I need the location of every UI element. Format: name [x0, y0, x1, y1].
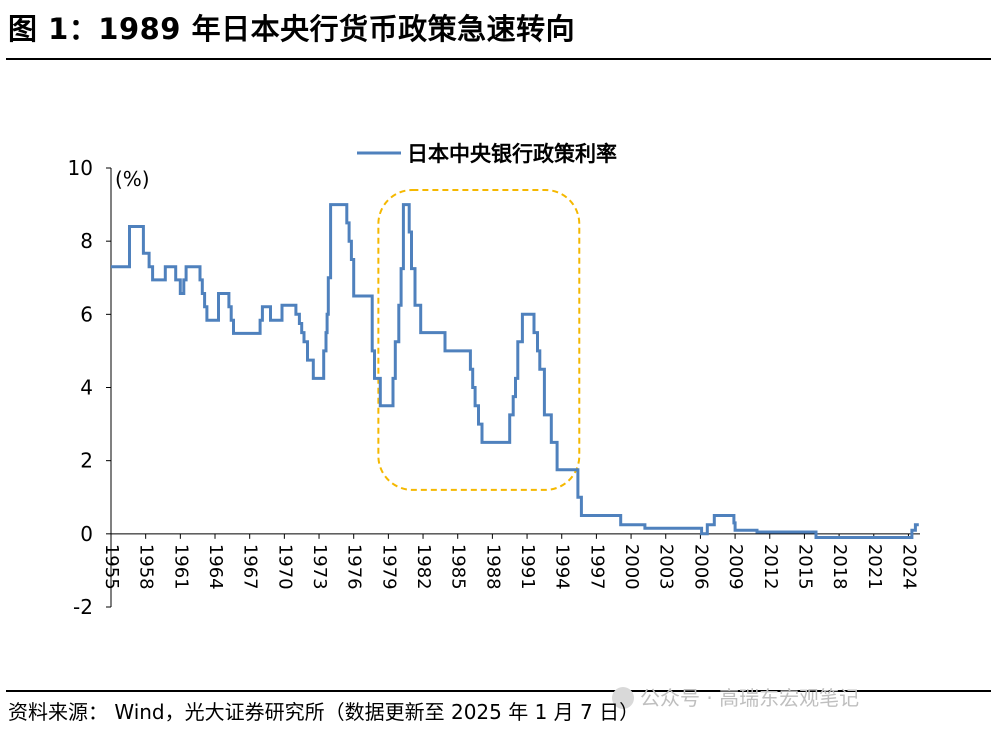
- highlight-box: [377, 188, 581, 491]
- y-tick-label: 10: [68, 156, 93, 180]
- x-tick-label: 1958: [136, 544, 157, 590]
- x-tick-label: 1967: [240, 544, 261, 590]
- x-tick-label: 1994: [552, 544, 573, 590]
- x-tick-label: 2015: [794, 544, 815, 590]
- x-tick-label: 1961: [170, 544, 191, 590]
- x-tick-label: 1979: [378, 544, 399, 590]
- legend-label: 日本中央银行政策利率: [407, 142, 617, 166]
- watermark-text: 公众号 · 高瑞东宏观笔记: [640, 686, 860, 710]
- y-tick-label: 2: [80, 449, 93, 473]
- watermark: 公众号 · 高瑞东宏观笔记: [612, 682, 859, 711]
- x-tick-label: 2000: [621, 544, 642, 590]
- wechat-icon: [612, 687, 634, 709]
- figure-title: 图 1：1989 年日本央行货币政策急速转向: [8, 12, 576, 46]
- y-tick-label: 8: [80, 229, 93, 253]
- y-tick-label: 6: [80, 302, 93, 326]
- x-tick-label: 2009: [725, 544, 746, 590]
- x-tick-label: 1964: [205, 544, 226, 590]
- x-tick-label: 2024: [898, 544, 919, 590]
- footer-divider: [6, 690, 991, 692]
- x-tick-label: 1970: [274, 544, 295, 590]
- policy-rate-chart: -2 0 2 4 6 8 10 (%) 1955 1958 1961 1964 1967 1970 1973…: [68, 142, 920, 619]
- source-note: 资料来源： Wind，光大证券研究所（数据更新至 2025 年 1 月 7 日）: [8, 700, 640, 724]
- y-axis-label: (%): [115, 167, 150, 191]
- x-tick-label: 1991: [517, 544, 538, 590]
- x-tick-label: 1955: [101, 544, 122, 590]
- x-tick-label: 2003: [656, 544, 677, 590]
- x-tick-label: 2012: [760, 544, 781, 590]
- x-tick-label: 1982: [413, 544, 434, 590]
- title-divider: [6, 58, 991, 60]
- x-tick-label: 1973: [309, 544, 330, 590]
- x-tick-label: 2018: [829, 544, 850, 590]
- x-tick-label: 1988: [482, 544, 503, 590]
- y-tick-label: 0: [80, 522, 93, 546]
- x-tick-label: 2021: [864, 544, 885, 590]
- series-line: [111, 203, 919, 539]
- x-tick-label: 1997: [586, 544, 607, 590]
- x-tick-label: 1985: [448, 544, 469, 590]
- y-tick-label: 4: [80, 376, 93, 400]
- x-tick-label: 2006: [690, 544, 711, 590]
- x-tick-label: 1976: [344, 544, 365, 590]
- y-tick-label: -2: [73, 595, 93, 619]
